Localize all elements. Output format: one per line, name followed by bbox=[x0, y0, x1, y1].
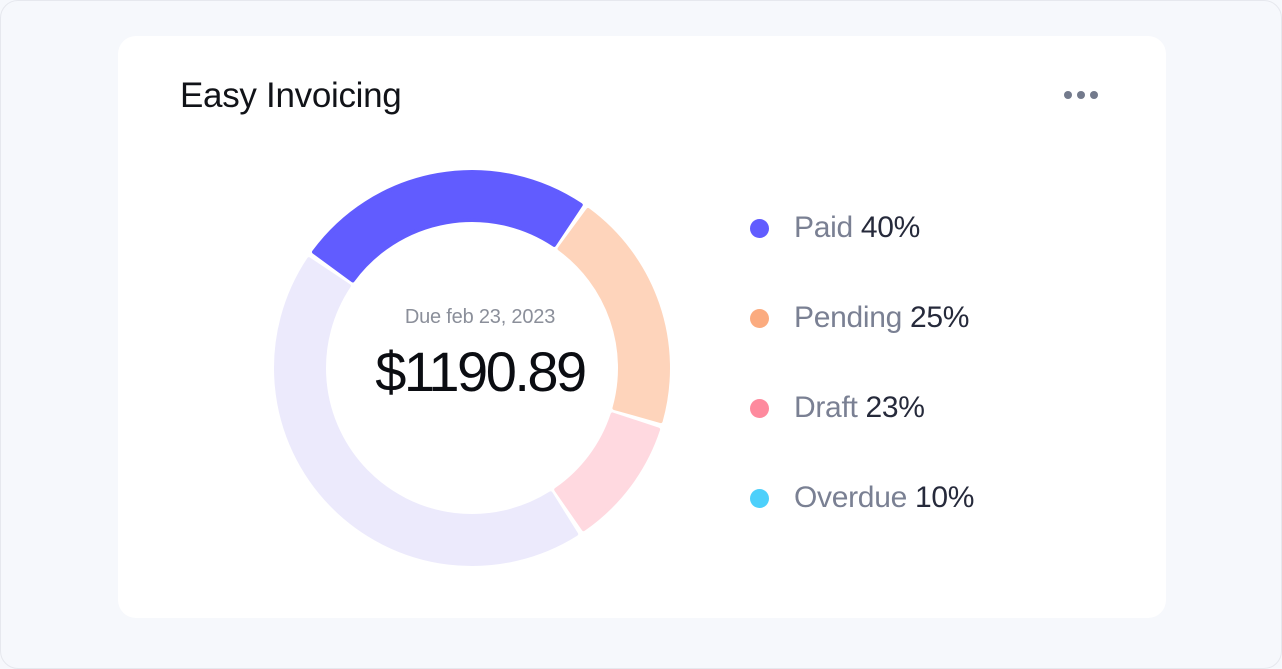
legend-value: 40% bbox=[860, 211, 921, 244]
invoice-donut-chart bbox=[274, 170, 670, 566]
legend-label: Pending bbox=[794, 301, 902, 334]
more-options-button[interactable] bbox=[1056, 80, 1106, 110]
legend-item-draft: Draft 23% bbox=[750, 386, 974, 430]
more-options-icon bbox=[1064, 91, 1072, 99]
legend-label: Overdue bbox=[794, 481, 907, 514]
legend-value: 10% bbox=[914, 481, 975, 514]
legend-value: 25% bbox=[910, 301, 970, 334]
invoice-card: Easy Invoicing Due feb 23, 2023 $1190.89… bbox=[118, 36, 1166, 618]
more-options-icon bbox=[1077, 91, 1085, 99]
legend-item-pending: Pending 25% bbox=[750, 296, 974, 340]
legend-value: 23% bbox=[865, 391, 925, 424]
donut-segment-3 bbox=[274, 257, 579, 566]
legend-dot bbox=[750, 398, 769, 418]
total-amount: $1190.89 bbox=[375, 340, 587, 403]
legend-label: Paid bbox=[794, 211, 853, 244]
legend-dot bbox=[750, 488, 769, 508]
legend-item-overdue: Overdue 10% bbox=[750, 476, 974, 520]
legend-dot bbox=[750, 218, 769, 238]
donut-segment-2 bbox=[554, 412, 661, 532]
donut-segment-1 bbox=[557, 208, 670, 424]
card-title: Easy Invoicing bbox=[180, 76, 402, 115]
legend-dot bbox=[750, 308, 769, 328]
legend-item-paid: Paid 40% bbox=[750, 206, 974, 250]
more-options-icon bbox=[1090, 91, 1098, 99]
chart-legend: Paid 40% Pending 25% Draft 23% Overdue 1… bbox=[750, 206, 974, 566]
due-date: Due feb 23, 2023 bbox=[404, 306, 556, 328]
donut-segment-0 bbox=[312, 170, 583, 283]
legend-label: Draft bbox=[794, 391, 858, 424]
chart-center: Due feb 23, 2023 $1190.89 bbox=[320, 306, 640, 404]
